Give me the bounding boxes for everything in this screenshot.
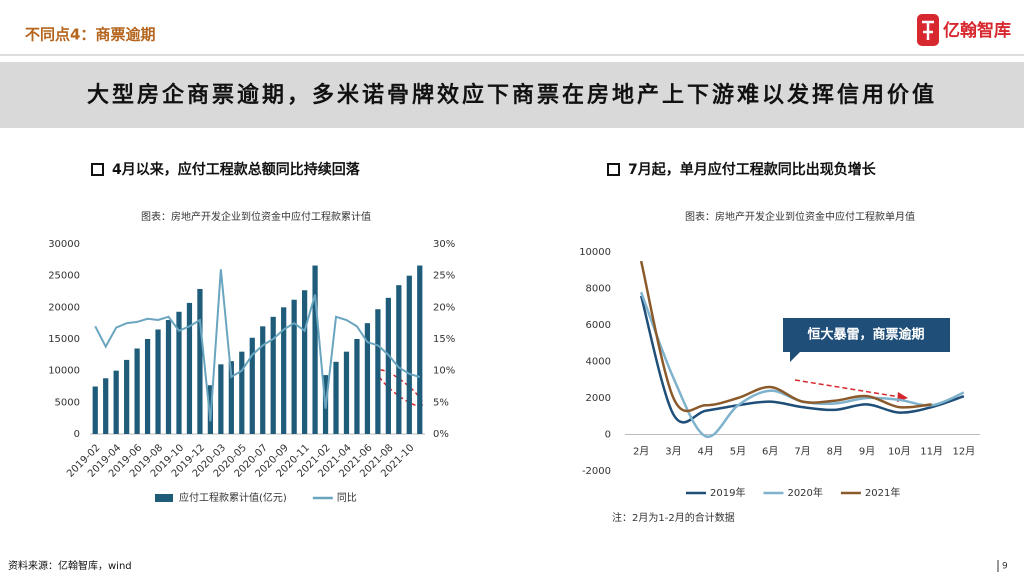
source: 资料来源：亿翰智库，wind xyxy=(8,559,132,572)
bar xyxy=(417,265,423,434)
heading-box xyxy=(91,163,104,176)
bar xyxy=(270,316,276,434)
bar xyxy=(291,299,297,434)
panel-heading: 4月以来，应付工程款总额同比持续回落 xyxy=(112,161,361,178)
bar xyxy=(239,351,245,434)
bar xyxy=(197,288,203,434)
legend-label: 2019年 xyxy=(710,486,745,499)
bar xyxy=(113,370,119,434)
y2-tick-label: 5% xyxy=(433,397,449,408)
y2-tick-label: 0% xyxy=(433,429,449,440)
bar xyxy=(134,348,140,434)
line-series xyxy=(94,269,421,422)
y-tick-label: -2000 xyxy=(582,466,611,477)
callout-box xyxy=(783,318,950,362)
bar xyxy=(406,275,412,434)
x-tick-label: 6月 xyxy=(762,446,778,458)
x-tick-label: 7月 xyxy=(794,446,810,458)
y-tick-label: 2000 xyxy=(586,393,611,404)
y-tick-label: 25000 xyxy=(48,271,80,282)
bar xyxy=(312,265,318,434)
y2-tick-label: 30% xyxy=(433,239,455,250)
y2-tick-label: 20% xyxy=(433,302,455,313)
bar xyxy=(364,323,371,434)
bar xyxy=(124,359,130,434)
y-tick-label: 10000 xyxy=(579,247,611,258)
section-label: 不同点4：商票逾期 xyxy=(25,26,155,44)
logo-glyph xyxy=(922,20,934,40)
bar xyxy=(343,351,350,434)
y2-tick-label: 10% xyxy=(433,366,455,377)
legend-label: 2020年 xyxy=(787,486,822,499)
bar xyxy=(301,290,308,434)
y2-tick-label: 15% xyxy=(433,334,455,345)
chart-note: 注：2月为1-2月的合计数据 xyxy=(612,511,735,524)
x-tick-label: 11月 xyxy=(920,446,943,458)
x-tick-label: 12月 xyxy=(952,446,975,458)
x-tick-label: 5月 xyxy=(730,446,746,458)
logo-text: 亿翰智库 xyxy=(943,20,1011,41)
line-series xyxy=(639,291,965,438)
bar xyxy=(281,307,287,434)
line-series xyxy=(639,295,965,424)
banner xyxy=(0,62,1024,128)
legend-label: 2021年 xyxy=(865,486,900,499)
y-tick-label: 6000 xyxy=(586,320,611,331)
y-tick-label: 4000 xyxy=(586,357,611,368)
bar xyxy=(385,297,391,434)
bar xyxy=(375,309,381,434)
chart-subtitle: 图表：房地产开发企业到位资金中应付工程款累计值 xyxy=(141,210,371,223)
legend-swatch xyxy=(155,494,173,502)
page-number: 9 xyxy=(1002,562,1008,572)
bar xyxy=(144,339,151,434)
trend-arrow xyxy=(794,379,901,398)
x-tick-label: 10月 xyxy=(888,446,911,458)
x-tick-label: 9月 xyxy=(859,446,875,458)
legend-label: 同比 xyxy=(337,492,357,504)
bar xyxy=(218,364,224,434)
bar xyxy=(396,285,402,434)
bar xyxy=(260,326,266,434)
y-tick-label: 15000 xyxy=(48,334,80,345)
bar xyxy=(249,337,255,434)
y-tick-label: 0 xyxy=(74,429,80,440)
bar xyxy=(186,302,193,434)
y-tick-label: 5000 xyxy=(55,397,80,408)
bar xyxy=(92,386,98,434)
y2-tick-label: 25% xyxy=(433,271,455,282)
x-tick-label: 2月 xyxy=(633,446,649,458)
bar xyxy=(176,311,182,434)
y-tick-label: 0 xyxy=(605,430,611,441)
bar xyxy=(155,329,161,434)
y-tick-label: 20000 xyxy=(48,302,80,313)
x-tick-label: 8月 xyxy=(827,446,843,458)
y-tick-label: 30000 xyxy=(48,239,80,250)
panel-heading: 7月起，单月应付工程款同比出现负增长 xyxy=(628,161,877,178)
bar xyxy=(103,378,109,434)
line-series xyxy=(639,260,932,413)
y-tick-label: 8000 xyxy=(586,284,611,295)
banner-title: 大型房企商票逾期，多米诺骨牌效应下商票在房地产上下游难以发挥信用价值 xyxy=(87,82,937,108)
bar xyxy=(228,361,234,434)
bar xyxy=(354,339,360,434)
x-tick-label: 3月 xyxy=(665,446,681,458)
chart-subtitle: 图表：房地产开发企业到位资金中应付工程款单月值 xyxy=(685,210,915,223)
heading-box xyxy=(607,163,620,176)
bar xyxy=(333,361,339,434)
bar xyxy=(165,320,172,434)
legend-label: 应付工程款累计值(亿元) xyxy=(179,491,287,504)
callout-text: 恒大暴雷，商票逾期 xyxy=(807,327,924,343)
x-tick-label: 4月 xyxy=(697,446,713,458)
y-tick-label: 10000 xyxy=(48,366,80,377)
